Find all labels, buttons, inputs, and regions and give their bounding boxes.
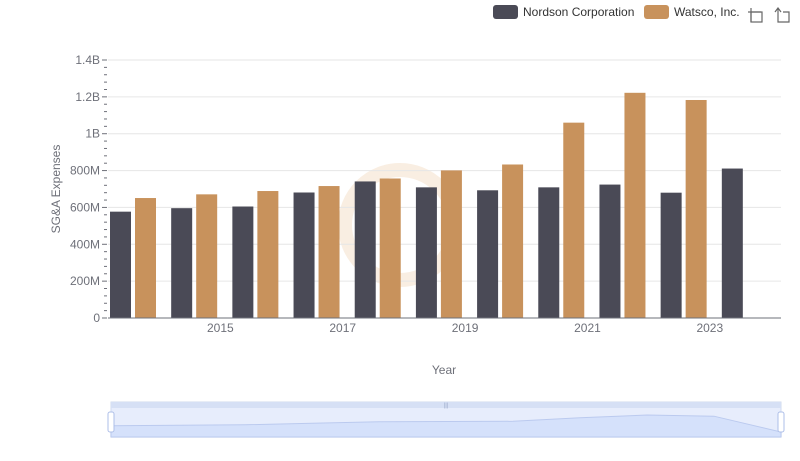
data-zoom-grip-icon[interactable]: ||| (444, 403, 449, 409)
bar-nordson-2014[interactable] (110, 211, 131, 318)
x-axis-title: Year (432, 363, 456, 377)
data-zoom-selection[interactable] (111, 408, 781, 437)
legend-swatch-nordson (493, 5, 518, 19)
y-axis-title: SG&A Expenses (49, 145, 63, 234)
bar-nordson-2018[interactable] (354, 181, 376, 318)
bar-watsco-2022[interactable] (624, 92, 646, 318)
legend-label-nordson: Nordson Corporation (523, 5, 634, 19)
bar-nordson-2021[interactable] (538, 187, 560, 318)
bar-watsco-2017[interactable] (318, 186, 340, 318)
bars (110, 92, 743, 319)
bar-watsco-2016[interactable] (257, 191, 279, 318)
zoom-icon[interactable] (748, 8, 763, 23)
y-tick-label: 0 (93, 311, 100, 325)
bar-nordson-2020[interactable] (477, 190, 499, 318)
x-tick-label: 2021 (574, 321, 601, 335)
bar-nordson-2024[interactable] (721, 168, 743, 318)
y-tick-label: 1B (85, 127, 100, 141)
bar-watsco-2021[interactable] (563, 122, 585, 319)
y-tick-label: 1.2B (75, 90, 100, 104)
x-tick-label: 2015 (207, 321, 234, 335)
x-tick-label: 2019 (452, 321, 479, 335)
bar-watsco-2023[interactable] (685, 99, 707, 319)
legend-item-nordson[interactable]: Nordson Corporation (493, 5, 634, 19)
bar-nordson-2016[interactable] (232, 206, 254, 318)
data-zoom-handle-right[interactable] (777, 411, 785, 433)
y-tick-label: 400M (70, 237, 100, 251)
y-axis: 0 200M 400M 600M 800M 1B 1.2B 1.4B (70, 53, 107, 325)
data-zoom-preview-area (110, 414, 782, 438)
bar-watsco-2015[interactable] (196, 194, 218, 318)
legend-item-watsco[interactable]: Watsco, Inc. (644, 5, 740, 19)
y-tick-label: 800M (70, 164, 100, 178)
y-tick-label: 600M (70, 200, 100, 214)
bar-nordson-2022[interactable] (599, 184, 621, 318)
legend-swatch-watsco (644, 5, 669, 19)
legend: Nordson Corporation Watsco, Inc. (493, 5, 740, 19)
x-axis: 2015 2017 2019 2021 2023 (108, 317, 781, 335)
x-tick-label: 2017 (329, 321, 356, 335)
data-zoom-slider[interactable]: ||| (107, 401, 785, 438)
x-tick-label: 2023 (696, 321, 723, 335)
bar-nordson-2019[interactable] (415, 187, 437, 318)
bar-watsco-2014[interactable] (135, 198, 156, 318)
data-zoom-handle-left[interactable] (107, 411, 115, 433)
legend-label-watsco: Watsco, Inc. (674, 5, 740, 19)
bar-nordson-2023[interactable] (660, 192, 682, 318)
y-tick-label: 200M (70, 274, 100, 288)
bar-nordson-2017[interactable] (293, 192, 315, 318)
bar-watsco-2018[interactable] (379, 178, 401, 318)
y-tick-label: 1.4B (75, 53, 100, 67)
data-zoom-top-bar[interactable] (111, 402, 781, 408)
restore-icon[interactable] (774, 7, 790, 23)
bar-watsco-2019[interactable] (440, 170, 462, 318)
bar-nordson-2015[interactable] (171, 208, 193, 318)
bar-watsco-2020[interactable] (502, 164, 524, 318)
